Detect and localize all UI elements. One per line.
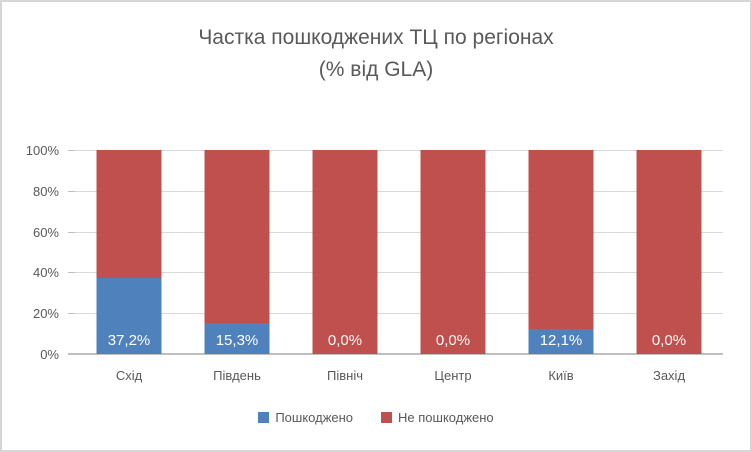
bar-segment-damaged[interactable] (528, 329, 594, 354)
x-axis-label: Центр (434, 368, 472, 383)
x-axis-line (68, 353, 723, 355)
y-axis-tick (68, 272, 75, 274)
chart-title-line1: Частка пошкоджених ТЦ по регіонах (198, 26, 554, 49)
y-axis-label: 60% (32, 224, 59, 240)
y-axis-label: 20% (32, 306, 59, 322)
legend: Пошкоджено Не пошкоджено (2, 410, 750, 425)
bar-segment-undamaged[interactable] (528, 150, 594, 330)
y-axis-tick (68, 190, 75, 192)
bar-slot: 0,0% (291, 150, 399, 354)
bar-segment-undamaged[interactable] (420, 150, 486, 354)
bar-slot: 0,0% (399, 150, 507, 354)
x-axis-label: Київ (548, 368, 574, 383)
bar-slot: 15,3% (183, 150, 291, 354)
bar-slot: 0,0% (615, 150, 723, 354)
legend-label-damaged: Пошкоджено (275, 410, 354, 425)
legend-swatch-damaged-icon (258, 412, 270, 423)
y-axis-label: 40% (32, 265, 59, 281)
bar-Київ[interactable]: 12,1% (528, 150, 594, 354)
x-axis-label: Південь (213, 368, 261, 383)
y-axis: 0% 20% 40% 60% 80% 100% (2, 143, 59, 362)
y-axis-label: 80% (32, 183, 59, 199)
gridline (75, 313, 723, 315)
bar-segment-undamaged[interactable] (96, 150, 162, 279)
bar-Північ[interactable]: 0,0% (312, 150, 378, 354)
bar-segment-damaged[interactable] (96, 278, 162, 354)
bar-data-label: 0,0% (651, 332, 687, 349)
bar-Захід[interactable]: 0,0% (636, 150, 702, 354)
bar-data-label: 0,0% (435, 332, 471, 349)
gridline (75, 150, 723, 151)
gridline (75, 272, 723, 274)
y-axis-tick (68, 313, 75, 315)
legend-item-undamaged[interactable]: Не пошкоджено (381, 410, 494, 425)
bar-data-label: 0,0% (327, 332, 363, 349)
bar-data-label: 12,1% (539, 332, 583, 349)
gridline (75, 190, 723, 192)
y-axis-label: 100% (25, 143, 59, 158)
bar-segment-undamaged[interactable] (312, 150, 378, 354)
y-axis-tick (68, 150, 75, 151)
legend-swatch-undamaged-icon (381, 412, 393, 423)
chart-title-line2: (% від GLA) (318, 58, 434, 81)
bar-data-label: 15,3% (215, 332, 259, 349)
y-axis-label: 0% (40, 347, 59, 362)
bar-segment-undamaged[interactable] (204, 150, 270, 323)
legend-label-undamaged: Не пошкоджено (398, 410, 494, 425)
bar-slot: 12,1% (507, 150, 615, 354)
x-axis-label: Північ (327, 368, 363, 383)
bar-slot: 37,2% (75, 150, 183, 354)
y-axis-tick (68, 231, 75, 233)
bar-data-label: 37,2% (107, 332, 151, 349)
x-axis: Схід Південь Північ Центр Київ Захід (75, 368, 723, 388)
x-axis-label: Схід (115, 368, 143, 383)
bar-Південь[interactable]: 15,3% (204, 150, 270, 354)
x-axis-label: Захід (652, 368, 686, 383)
gridline (75, 231, 723, 233)
bar-segment-undamaged[interactable] (636, 150, 702, 354)
bar-Схід[interactable]: 37,2% (96, 150, 162, 354)
bar-Центр[interactable]: 0,0% (420, 150, 486, 354)
chart-title: Частка пошкоджених ТЦ по регіонах (% від… (2, 22, 750, 86)
bar-segment-damaged[interactable] (204, 322, 270, 354)
legend-item-damaged[interactable]: Пошкоджено (258, 410, 353, 425)
plot-area: 37,2% 15,3% 0,0% 0,0% 12,1% 0,0% (68, 150, 723, 355)
